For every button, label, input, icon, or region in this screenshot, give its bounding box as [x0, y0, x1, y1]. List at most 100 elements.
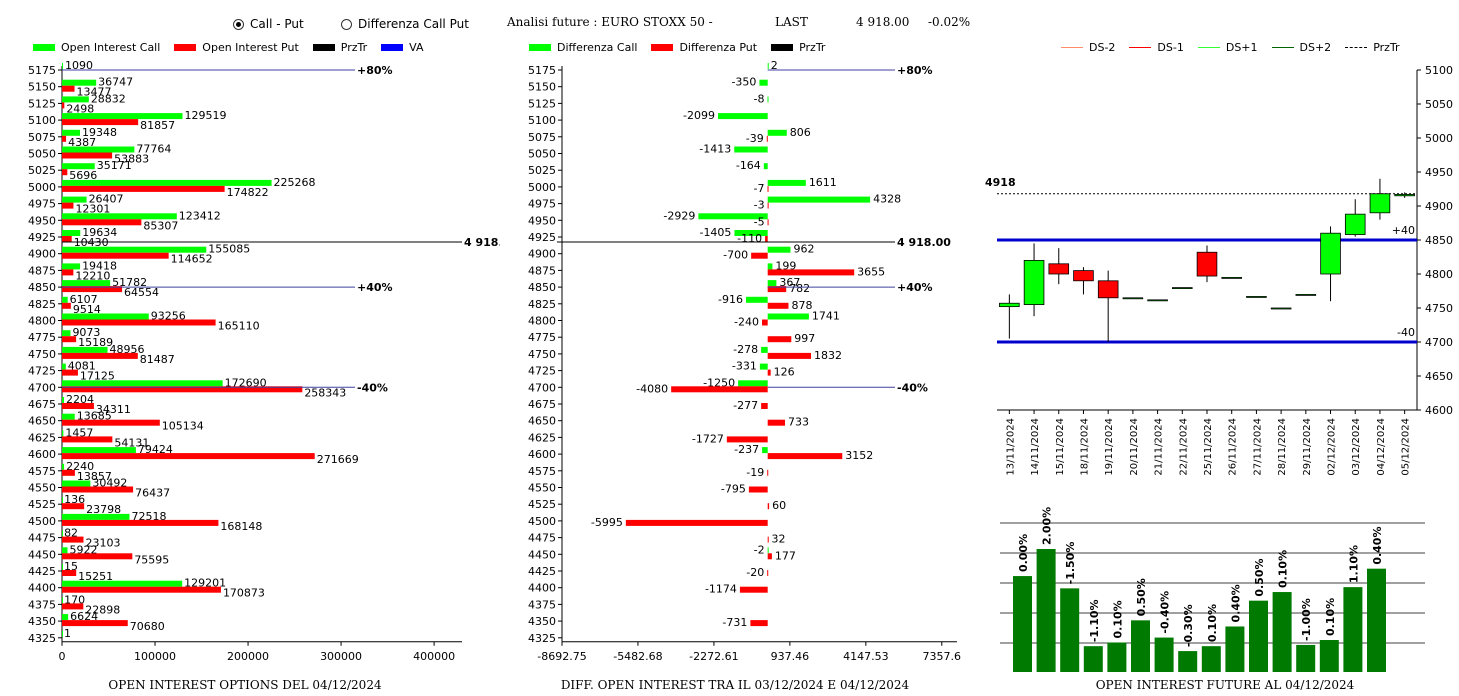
radio-call-put[interactable]: Call - Put: [233, 17, 304, 31]
bar-put: [62, 419, 160, 426]
y-tick-label: 5000: [28, 181, 56, 194]
x-tick-label: -5482.68: [613, 650, 662, 660]
radio-call-put-indicator[interactable]: [233, 18, 244, 30]
diff-open-interest-chart: 5175 2 5150 -350 5125 -8 5100 -2099 5075 806 -39 50…: [528, 60, 961, 660]
data-label-put: 54131: [114, 436, 149, 449]
y-tick-label: 4325: [28, 632, 56, 645]
data-label-put: 5696: [69, 169, 97, 182]
bar-diff-put: [767, 469, 769, 476]
y-tick-label: 4550: [28, 482, 56, 495]
y-tick-label: 4475: [28, 532, 56, 545]
y-tick-label: 5000: [1425, 132, 1453, 145]
bar-diff-call-label: -1413: [699, 143, 731, 156]
y-tick-label: 4425: [528, 565, 556, 578]
data-label-put: 64554: [124, 286, 159, 299]
x-tick-label: -8692.75: [537, 650, 586, 660]
radio-call-put-label: Call - Put: [250, 17, 304, 31]
y-tick-label: 4725: [28, 365, 56, 378]
bar-diff-put: [767, 302, 789, 309]
bar-diff-put-label: -731: [722, 616, 747, 629]
candle-body: [999, 302, 1020, 308]
bar-diff-call-label: -1405: [699, 226, 731, 239]
y-tick-label: 4350: [528, 615, 556, 628]
y-tick-label: 4750: [28, 348, 56, 361]
y-tick-label: 4500: [28, 515, 56, 528]
x-tick-label: 20/11/2024: [1129, 418, 1140, 476]
bar-diff-put-label: -7: [754, 182, 765, 195]
bar-diff-put-label: 177: [775, 549, 796, 562]
bar-diff-call: [767, 313, 809, 320]
data-label-call: 1: [64, 627, 71, 640]
bar-future-oi-label: 0.50%: [1253, 558, 1266, 596]
data-label-call: 51782: [112, 276, 147, 289]
bar-diff-put: [761, 403, 768, 409]
bar-future-oi-label: 2.00%: [1041, 507, 1054, 545]
bar-future-oi: [1083, 646, 1103, 672]
legend-item-ds+2: DS+2: [1271, 41, 1331, 54]
candle-body: [1172, 287, 1193, 290]
bar-diff-put: [767, 336, 792, 343]
y-tick-label: 4900: [1425, 200, 1453, 213]
bar-call: [62, 246, 207, 253]
reference-label: +40%: [897, 281, 933, 294]
bar-diff-put-label: 878: [791, 299, 812, 312]
bar-future-oi: [1225, 626, 1245, 672]
bar-put: [62, 453, 315, 460]
x-tick-label: 937.46: [771, 650, 810, 660]
bar-call: [62, 230, 81, 236]
bar-future-oi: [1201, 646, 1221, 672]
y-tick-label: 4900: [28, 248, 56, 261]
bar-call: [62, 530, 63, 537]
bar-diff-put: [767, 202, 769, 209]
y-tick-label: 4675: [28, 398, 56, 411]
bar-future-oi: [1131, 620, 1150, 672]
bar-call: [62, 313, 149, 320]
radio-differenza-indicator[interactable]: [341, 18, 352, 30]
data-label-put: 13477: [77, 86, 112, 99]
bar-put: [62, 185, 225, 192]
bar-diff-put: [748, 486, 768, 493]
bar-diff-put: [762, 319, 768, 326]
bar-diff-put: [767, 419, 786, 426]
bar-diff-put: [767, 453, 843, 460]
bar-future-oi: [1178, 651, 1198, 672]
y-tick-label: 4850: [1425, 234, 1453, 247]
bar-diff-put: [751, 252, 768, 259]
bar-diff-put-label: -20: [746, 566, 764, 579]
candle-body: [1394, 194, 1415, 197]
candle-body: [1073, 270, 1094, 282]
bar-put: [62, 369, 78, 376]
y-tick-label: 5025: [28, 164, 56, 177]
data-label-call: 35171: [97, 159, 132, 172]
y-tick-label: 4700: [1425, 336, 1453, 349]
data-label-put: 85307: [143, 219, 178, 232]
bar-future-oi-label: -1.50%: [1064, 542, 1077, 585]
candle-body: [1221, 276, 1242, 279]
radio-differenza[interactable]: Differenza Call Put: [341, 17, 469, 31]
bar-call: [62, 630, 63, 637]
legend-item-ds-2: DS-2: [1061, 41, 1115, 54]
bar-put: [62, 503, 85, 510]
y-tick-label: 5150: [28, 81, 56, 94]
candle-body: [1295, 293, 1317, 296]
data-label-call: 155085: [208, 243, 250, 256]
bar-diff-put-label: 32: [771, 533, 785, 546]
bar-diff-call: [761, 346, 768, 353]
y-tick-label: 4600: [528, 448, 556, 461]
bar-future-oi-label: -0.30%: [1182, 604, 1195, 647]
data-label-put: 34311: [96, 403, 131, 416]
bar-diff-call: [763, 163, 768, 170]
bar-put: [62, 603, 84, 610]
y-tick-label: 4950: [528, 214, 556, 227]
bar-put: [62, 319, 216, 326]
data-label-call: 225268: [274, 176, 316, 189]
bar-diff-put: [750, 620, 768, 627]
y-tick-label: 4900: [528, 248, 556, 261]
candle-body: [1147, 299, 1168, 302]
reference-label: 4 918.00: [897, 236, 951, 249]
data-label-put: 174822: [227, 186, 269, 199]
bar-call: [62, 346, 108, 353]
y-tick-label: 4725: [528, 365, 556, 378]
bar-call: [62, 513, 130, 520]
candle-body: [1023, 259, 1045, 305]
